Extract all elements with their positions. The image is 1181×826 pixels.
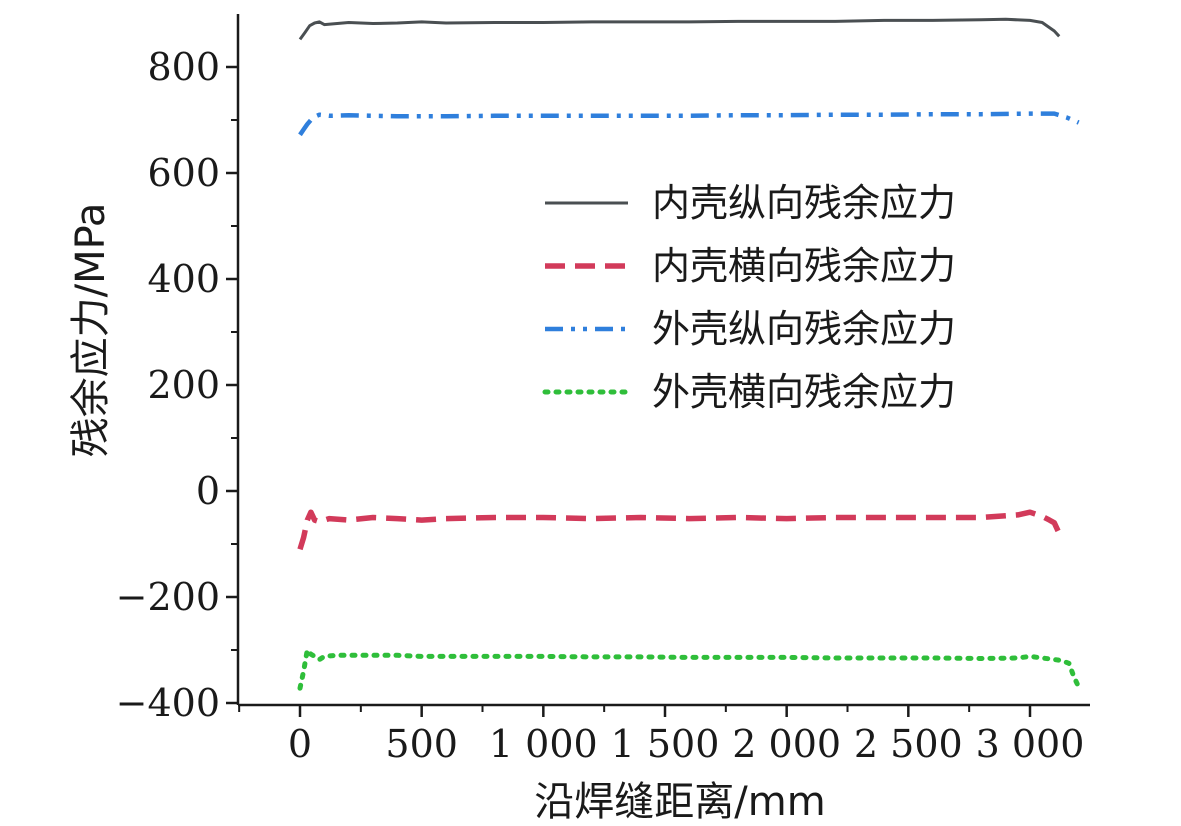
y-tick-label: 600 xyxy=(147,151,220,195)
y-tick-label: −200 xyxy=(116,575,220,619)
series-line-2 xyxy=(297,509,1062,551)
x-tick-label: 1 500 xyxy=(611,722,720,766)
x-tick-label: 1 000 xyxy=(489,722,598,766)
legend-label-1: 内壳纵向残余应力 xyxy=(652,181,956,225)
ticks: −400 −200 0 200 400 600 800 0 500 1 000 1 500 2 000… xyxy=(116,45,1085,766)
series-line-4 xyxy=(297,647,1082,691)
axis-titles: 沿焊缝距离/mm 残余应力/MPa xyxy=(68,203,826,825)
y-tick-label: 800 xyxy=(147,45,220,89)
y-axis-title: 残余应力/MPa xyxy=(68,203,114,458)
y-tick-label: 200 xyxy=(147,363,220,407)
x-axis-title: 沿焊缝距离/mm xyxy=(534,779,825,825)
y-tick-label: −400 xyxy=(116,681,220,725)
x-tick-label: 2 500 xyxy=(854,722,963,766)
series-line-1 xyxy=(298,17,1061,41)
x-tick-label: 2 000 xyxy=(732,722,841,766)
x-tick-label: 0 xyxy=(288,722,312,766)
legend-label-4: 外壳横向残余应力 xyxy=(652,370,956,414)
x-tick-label: 500 xyxy=(385,722,458,766)
legend-label-3: 外壳纵向残余应力 xyxy=(652,307,956,351)
series-line-3 xyxy=(298,111,1080,137)
y-tick-label: 400 xyxy=(147,257,220,301)
x-tick-label: 3 000 xyxy=(976,722,1085,766)
legend-label-2: 内壳横向残余应力 xyxy=(652,244,956,288)
axes xyxy=(236,14,1090,707)
y-tick-label: 0 xyxy=(196,469,220,513)
series-lines xyxy=(297,17,1082,691)
